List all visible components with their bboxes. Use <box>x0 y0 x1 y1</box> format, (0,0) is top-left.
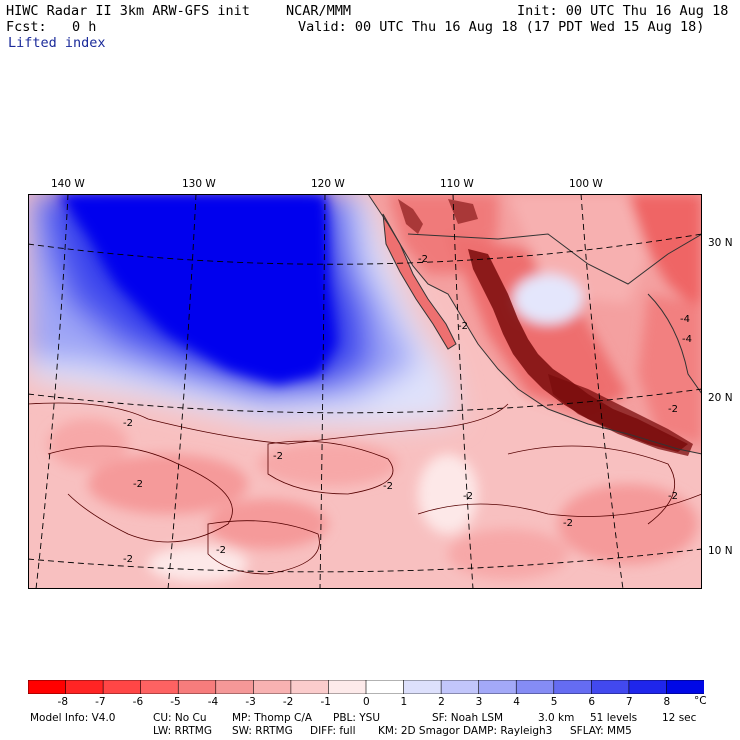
colorbar-tick-label: -4 <box>207 696 219 708</box>
colorbar-tick-label: -7 <box>95 696 106 708</box>
footer-resolution: 3.0 km <box>538 712 575 724</box>
colorbar-tick-label: -5 <box>170 696 181 708</box>
colorbar-tick-label: 6 <box>588 696 596 708</box>
colorbar-swatch <box>328 680 367 694</box>
contour-label: -4 <box>680 314 690 325</box>
colorbar-swatch <box>140 680 180 694</box>
deep-blue-core <box>58 194 336 384</box>
colorbar-swatch <box>65 680 104 694</box>
colorbar-tick-label: 8 <box>663 696 671 708</box>
contour-label: -2 <box>563 518 573 529</box>
organization-label: NCAR/MMM <box>286 3 352 19</box>
lon-label-100w: 100 W <box>569 178 603 190</box>
valid-time: Valid: 00 UTC Thu 16 Aug 18 (17 PDT Wed … <box>298 19 705 35</box>
colorbar-tick-label: 5 <box>550 696 558 708</box>
colorbar-swatch <box>591 680 630 694</box>
lon-label-120w: 120 W <box>311 178 345 190</box>
contour-label: -2 <box>273 451 283 462</box>
colorbar-swatch <box>515 680 555 694</box>
contour-label: -2 <box>123 554 133 565</box>
colorbar-tick-label: -2 <box>282 696 294 708</box>
colorbar-tick-label: 1 <box>400 696 408 708</box>
lon-label-140w: 140 W <box>51 178 85 190</box>
contour-label: -4 <box>682 334 692 345</box>
colorbar-swatch <box>666 680 704 694</box>
graticule <box>28 194 702 589</box>
colorbar-tick-label: -8 <box>57 696 69 708</box>
lat-label-10n: 10 N <box>708 545 733 557</box>
footer-damping: DAMP: Rayleigh3 <box>463 725 553 737</box>
footer-timestep: 12 sec <box>662 712 697 724</box>
colorbar-swatch <box>553 680 593 694</box>
contour-lines <box>28 402 702 575</box>
colorbar-unit: °C <box>694 695 707 707</box>
colorbar-swatch <box>478 680 518 694</box>
colorbar-swatch <box>440 680 480 694</box>
lon-label-110w: 110 W <box>440 178 474 190</box>
colorbar-tick-label: 4 <box>513 696 520 708</box>
lon-label-130w: 130 W <box>182 178 216 190</box>
contour-label: -2 <box>383 481 393 492</box>
map-frame <box>28 194 702 589</box>
colorbar-swatch <box>28 680 67 694</box>
footer-surface-layer: SFLAY: MM5 <box>570 725 632 737</box>
colorbar-swatch <box>628 680 668 694</box>
forecast-label: Fcst: <box>6 19 47 35</box>
footer-pbl: PBL: YSU <box>333 712 381 724</box>
colorbar-swatch <box>365 680 405 694</box>
colorbar-tick-label: -1 <box>320 696 331 708</box>
footer-microphysics: MP: Thomp C/A <box>232 712 313 724</box>
contour-label: -2 <box>216 545 226 556</box>
colorbar-tick-label: 3 <box>475 696 483 708</box>
forecast-hour: 0 h <box>72 19 97 35</box>
footer-longwave: LW: RRTMG <box>153 725 212 737</box>
colorbar-tick-label: 2 <box>438 696 445 708</box>
contour-label: -2 <box>133 479 143 490</box>
footer-diffusion: DIFF: full <box>310 725 356 737</box>
colorbar-swatch <box>253 680 292 694</box>
contour-label: -2 <box>123 418 133 429</box>
contour-labels: -2 -2 -2 -2 -2 -2 -2 -2 -2 -2 -4 -4 -2 -… <box>123 254 692 565</box>
lat-label-20n: 20 N <box>708 392 733 404</box>
terrain-highlands <box>398 199 693 456</box>
contour-label: -2 <box>668 404 678 415</box>
contour-label: -2 <box>458 321 468 332</box>
colorbar-swatch <box>403 680 442 694</box>
colorbar-swatch <box>102 680 142 694</box>
colorbar-swatch <box>290 680 330 694</box>
colorbar-swatch <box>215 680 255 694</box>
colorbar <box>28 680 704 694</box>
colorbar-tick-label: 0 <box>363 696 370 708</box>
lifted-index-map: -2 -2 -2 -2 -2 -2 -2 -2 -2 -2 -4 -4 -2 -… <box>28 194 702 589</box>
footer-cumulus: CU: No Cu <box>153 712 207 724</box>
footer-model-info: Model Info: V4.0 <box>30 712 116 724</box>
lat-label-30n: 30 N <box>708 237 733 249</box>
footer-levels: 51 levels <box>590 712 638 724</box>
contour-label: -2 <box>463 491 473 502</box>
field-name: Lifted index <box>8 35 106 51</box>
coastlines <box>367 194 702 455</box>
contour-label: -2 <box>418 254 428 265</box>
footer-km: KM: 2D Smagor <box>378 725 460 737</box>
colorbar-swatch <box>177 680 217 694</box>
footer-shortwave: SW: RRTMG <box>232 725 293 737</box>
ocean-pink-patches <box>48 419 698 582</box>
init-time: Init: 00 UTC Thu 16 Aug 18 <box>517 3 729 19</box>
footer-surface: SF: Noah LSM <box>432 712 504 724</box>
colorbar-tick-label: 7 <box>625 696 633 708</box>
colorbar-tick-label: -6 <box>132 696 144 708</box>
contour-label: -2 <box>668 491 678 502</box>
plot-title: HIWC Radar II 3km ARW-GFS init <box>6 3 250 19</box>
colorbar-tick-label: -3 <box>245 696 256 708</box>
